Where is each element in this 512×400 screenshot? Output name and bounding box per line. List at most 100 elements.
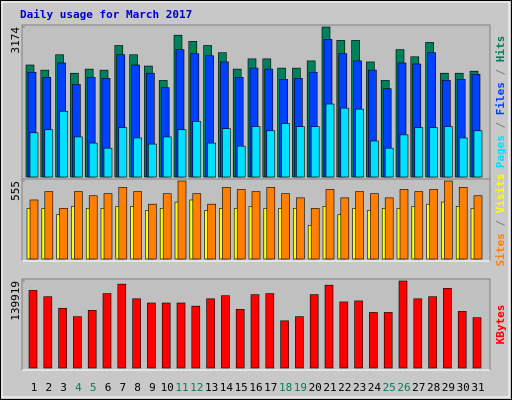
bar — [103, 193, 113, 260]
bar — [414, 127, 424, 178]
bar — [429, 189, 438, 260]
x-tick-label: 4 — [75, 381, 82, 394]
legend: Pages / Files / Hits — [494, 36, 507, 169]
bar — [444, 180, 453, 260]
bar — [309, 294, 319, 369]
bar — [147, 302, 156, 369]
legend-separator: / — [494, 115, 507, 135]
bar — [192, 121, 202, 178]
bar — [281, 123, 290, 178]
bar — [88, 142, 98, 178]
bar — [58, 307, 67, 369]
bar — [458, 187, 468, 260]
bar — [191, 305, 201, 369]
bar — [443, 288, 452, 369]
bar — [340, 107, 350, 178]
bar — [325, 103, 335, 178]
bar — [399, 189, 409, 260]
bar — [162, 136, 172, 178]
bar — [354, 300, 363, 369]
x-tick-label: 3 — [60, 381, 67, 394]
bar — [324, 284, 334, 369]
x-tick-label: 17 — [264, 381, 277, 394]
bar — [370, 193, 379, 260]
x-tick-label: 5 — [90, 381, 97, 394]
x-tick-label: 29 — [442, 381, 455, 394]
bar — [236, 189, 246, 260]
legend-entry: Visits — [494, 174, 507, 214]
bar — [28, 290, 38, 369]
bar — [265, 293, 275, 369]
x-tick-label: 9 — [149, 381, 156, 394]
chart-title: Daily usage for March 2017 — [20, 8, 192, 21]
x-tick-label: 27 — [412, 381, 425, 394]
bar — [398, 280, 408, 369]
bar — [355, 108, 364, 178]
x-tick-label: 24 — [368, 381, 382, 394]
bar — [88, 195, 98, 260]
bar — [458, 137, 468, 178]
x-tick-label: 19 — [294, 381, 307, 394]
bar — [444, 126, 453, 178]
bar — [429, 127, 438, 178]
bar — [384, 197, 394, 260]
bar — [472, 317, 482, 369]
bar — [310, 208, 320, 260]
x-tick-label: 14 — [220, 381, 234, 394]
legend-entry: Pages — [494, 135, 507, 168]
x-tick-label: 2 — [45, 381, 52, 394]
bar — [251, 191, 261, 260]
bar — [162, 193, 172, 260]
bar — [340, 197, 350, 260]
legend-entry: Files — [494, 82, 507, 115]
bar — [117, 283, 127, 369]
bar — [295, 316, 304, 369]
bar — [118, 127, 128, 178]
bar — [473, 195, 483, 260]
bar — [161, 302, 171, 369]
bar — [103, 147, 113, 178]
bar — [206, 298, 215, 369]
x-tick-label: 18 — [279, 381, 292, 394]
bar — [236, 145, 246, 178]
legend-entry: KBytes — [494, 305, 507, 345]
bar — [281, 193, 290, 260]
bar — [280, 320, 289, 369]
bar — [207, 142, 216, 178]
legend-entry: Hits — [494, 36, 507, 63]
y-tick-label: 139919 — [9, 281, 22, 321]
bar — [133, 137, 142, 178]
bar — [457, 311, 467, 369]
bar — [383, 312, 393, 369]
x-tick-label: 13 — [205, 381, 218, 394]
bar — [221, 295, 230, 369]
bar — [59, 208, 68, 260]
x-tick-label: 22 — [338, 381, 351, 394]
bar — [369, 312, 378, 369]
bar — [222, 128, 231, 178]
legend-separator: / — [494, 213, 507, 233]
bar — [177, 180, 187, 260]
bar — [473, 130, 483, 178]
bar — [207, 203, 216, 260]
bar — [370, 140, 379, 178]
bar — [148, 143, 157, 178]
bar — [413, 298, 423, 369]
bar — [222, 187, 231, 260]
bar — [59, 110, 68, 178]
bar — [384, 147, 394, 178]
bar — [87, 310, 97, 369]
bar — [414, 191, 424, 260]
bar — [177, 129, 187, 178]
x-tick-label: 7 — [119, 381, 126, 394]
bar — [250, 294, 260, 369]
x-tick-label: 23 — [353, 381, 366, 394]
x-tick-label: 12 — [190, 381, 203, 394]
x-tick-label: 11 — [175, 381, 188, 394]
bar — [296, 126, 305, 178]
legend-separator: / — [494, 62, 507, 82]
bar — [118, 187, 128, 260]
bar — [43, 296, 53, 369]
